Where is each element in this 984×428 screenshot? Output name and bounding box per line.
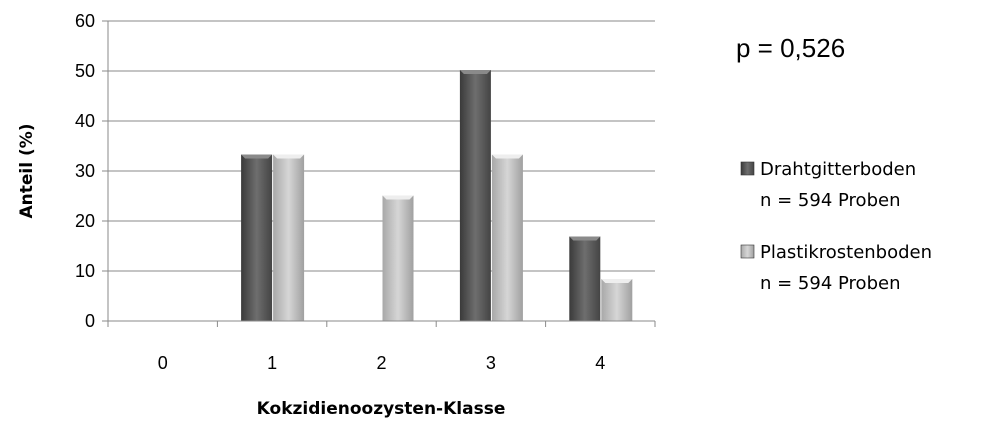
x-tick-label: 0 bbox=[158, 353, 168, 373]
legend-label: Plastikrostenboden bbox=[760, 242, 932, 263]
x-tick-label: 2 bbox=[376, 353, 386, 373]
legend: Drahtgitterboden n = 594 Proben Plastikros… bbox=[740, 159, 932, 294]
bar-plastikrostenboden-2 bbox=[382, 195, 414, 321]
y-tick-labels: 0 10 20 30 40 50 60 bbox=[75, 11, 95, 331]
bar-drahtgitterboden-3 bbox=[459, 70, 491, 321]
p-value-annotation: p = 0,526 bbox=[736, 33, 845, 63]
bar-top-bevel bbox=[241, 154, 273, 159]
y-tick-label: 50 bbox=[75, 61, 95, 81]
bar-drahtgitterboden-1 bbox=[241, 154, 273, 321]
legend-sample-size: n = 594 Proben bbox=[760, 190, 900, 211]
legend-label: Drahtgitterboden bbox=[760, 159, 916, 180]
x-tick-label: 3 bbox=[486, 353, 496, 373]
x-tick-labels: 0 1 2 3 4 bbox=[158, 353, 606, 373]
legend-sample-size: n = 594 Proben bbox=[760, 273, 900, 294]
y-tick-label: 20 bbox=[75, 211, 95, 231]
y-tick-label: 0 bbox=[85, 311, 95, 331]
bar-top-bevel bbox=[273, 154, 305, 159]
bar-top-bevel bbox=[382, 195, 414, 200]
axes bbox=[107, 21, 656, 327]
bar-drahtgitterboden-4 bbox=[569, 236, 601, 321]
y-tick-label: 10 bbox=[75, 261, 95, 281]
gridlines bbox=[102, 20, 655, 322]
bar-plastikrostenboden-3 bbox=[491, 154, 523, 321]
x-axis-title: Kokzidienoozysten-Klasse bbox=[257, 399, 506, 419]
bar-top-bevel bbox=[601, 279, 633, 283]
x-tick-label: 4 bbox=[595, 353, 605, 373]
bars bbox=[241, 70, 633, 321]
y-axis-title: Anteil (%) bbox=[17, 123, 37, 218]
y-tick-label: 40 bbox=[75, 111, 95, 131]
bar-top-bevel bbox=[459, 70, 491, 74]
bar-top-bevel bbox=[569, 236, 601, 241]
x-tick-label: 1 bbox=[267, 353, 277, 373]
bar-plastikrostenboden-4 bbox=[601, 279, 633, 321]
legend-swatch bbox=[740, 161, 755, 176]
bar-top-bevel bbox=[491, 154, 523, 159]
y-tick-label: 60 bbox=[75, 11, 95, 31]
y-tick-label: 30 bbox=[75, 161, 95, 181]
bar-plastikrostenboden-1 bbox=[273, 154, 305, 321]
legend-swatch bbox=[740, 244, 755, 259]
